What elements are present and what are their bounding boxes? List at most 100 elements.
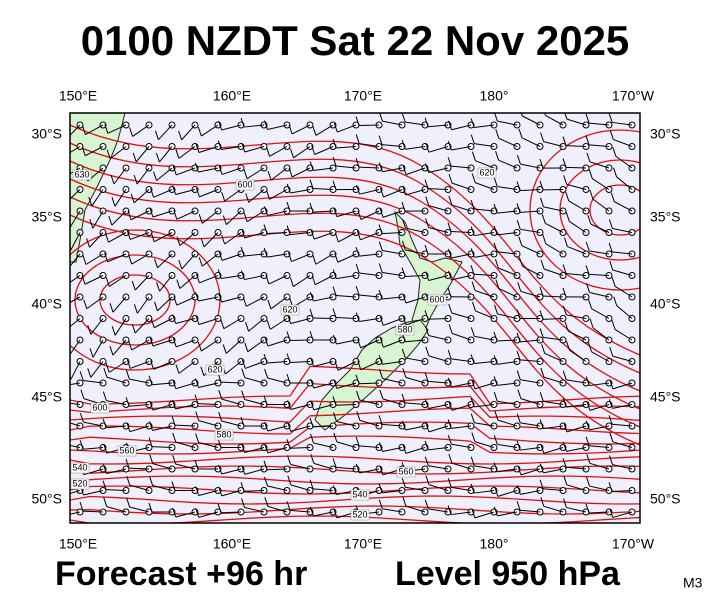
barb-shaft — [405, 486, 426, 491]
barb-flag — [564, 113, 568, 120]
barb-shaft — [221, 275, 242, 280]
contour — [589, 184, 640, 236]
barb-flag — [516, 440, 521, 451]
barb-shaft — [246, 210, 265, 223]
barb-shaft — [522, 265, 541, 276]
contour-label: 620 — [207, 364, 222, 374]
barb-shaft — [129, 425, 150, 433]
barb-shaft — [174, 424, 196, 427]
barb-shaft — [589, 291, 610, 298]
barb-shaft — [198, 146, 219, 153]
barb-flag — [241, 142, 246, 153]
barb-flag — [379, 369, 383, 379]
contour-label: 620 — [479, 167, 494, 177]
barb-flag — [88, 196, 93, 207]
barb-shaft — [405, 376, 426, 384]
barb-flag — [378, 162, 383, 172]
barb-shaft — [543, 488, 564, 491]
barb-shaft — [198, 511, 219, 518]
barb-flag — [154, 301, 158, 311]
barb-flag — [540, 497, 545, 507]
barb-flag — [425, 475, 430, 485]
contour-label: 540 — [72, 462, 87, 472]
barb-shaft — [199, 189, 219, 198]
barb-shaft — [131, 339, 150, 351]
barb-flag — [470, 118, 475, 128]
barb-shaft — [269, 146, 288, 157]
barb-flag — [309, 506, 314, 517]
barb-flag — [241, 359, 246, 369]
barb-flag — [585, 436, 590, 446]
barb-flag — [287, 400, 292, 410]
barb-flag — [516, 332, 521, 343]
barb-shaft — [451, 358, 472, 362]
barb-shaft — [359, 272, 380, 276]
barb-flag — [332, 485, 337, 495]
barb-flag — [240, 482, 245, 492]
barb-shaft — [198, 318, 219, 325]
barb-shaft — [114, 189, 127, 207]
barb-flag — [89, 348, 94, 358]
barb-shaft — [157, 253, 173, 269]
contour-label-box — [396, 466, 416, 478]
barb-shaft — [83, 421, 104, 427]
barb-flag — [289, 277, 294, 287]
barb-flag — [493, 225, 498, 236]
barb-shaft — [405, 447, 426, 454]
barb-flag — [217, 269, 222, 279]
barb-shaft — [520, 290, 541, 298]
contours — [70, 124, 640, 523]
barb-shaft — [70, 167, 81, 175]
barb-shaft — [70, 124, 81, 137]
barb-flag — [379, 389, 384, 399]
barb-flag — [111, 326, 116, 336]
barb-flag — [286, 439, 291, 449]
barb-flag — [171, 415, 176, 426]
barb-shaft — [247, 339, 265, 353]
barb-flag — [424, 456, 429, 466]
contour — [70, 382, 640, 414]
barb-shaft — [337, 253, 357, 263]
barb-shaft — [451, 443, 472, 448]
barb-shaft — [427, 318, 449, 320]
barb-shaft — [176, 167, 196, 176]
barb-flag — [518, 236, 523, 246]
barb-flag — [494, 304, 499, 315]
barb-shaft — [450, 231, 472, 233]
barb-shaft — [129, 404, 150, 407]
barb-shaft — [175, 511, 196, 518]
barb-flag — [287, 475, 292, 485]
barb-flag — [61, 278, 64, 287]
barb-flag — [471, 432, 476, 442]
barb-flag — [310, 357, 315, 367]
barb-flag — [470, 134, 475, 144]
barb-shaft — [589, 462, 610, 470]
barb-flag — [103, 367, 108, 378]
barb-flag — [516, 370, 521, 380]
barb-shaft — [474, 441, 495, 448]
barb-shaft — [591, 178, 610, 190]
contour — [70, 475, 640, 485]
barb-shaft — [201, 339, 219, 352]
barb-flag — [516, 154, 521, 165]
barb-shaft — [382, 490, 403, 494]
barb-shaft — [543, 336, 564, 341]
contour-label: 520 — [352, 509, 367, 519]
barb-shaft — [221, 146, 242, 151]
barb-flag — [287, 314, 292, 324]
lat-label: 40°S — [650, 296, 681, 312]
barb-shaft — [225, 361, 242, 375]
barb-flag — [245, 193, 250, 203]
barb-flag — [493, 177, 498, 187]
barb-shaft — [474, 124, 495, 128]
barb-flag — [242, 297, 247, 307]
barb-flag — [493, 462, 498, 472]
barb-shaft — [106, 468, 127, 474]
contour-label: 620 — [282, 304, 297, 314]
barb-shaft — [497, 361, 518, 365]
barb-shaft — [497, 313, 518, 319]
barb-flag — [332, 458, 337, 468]
barb-shaft — [565, 145, 587, 147]
barb-shaft — [226, 210, 242, 225]
lon-label: 160°E — [213, 88, 251, 104]
